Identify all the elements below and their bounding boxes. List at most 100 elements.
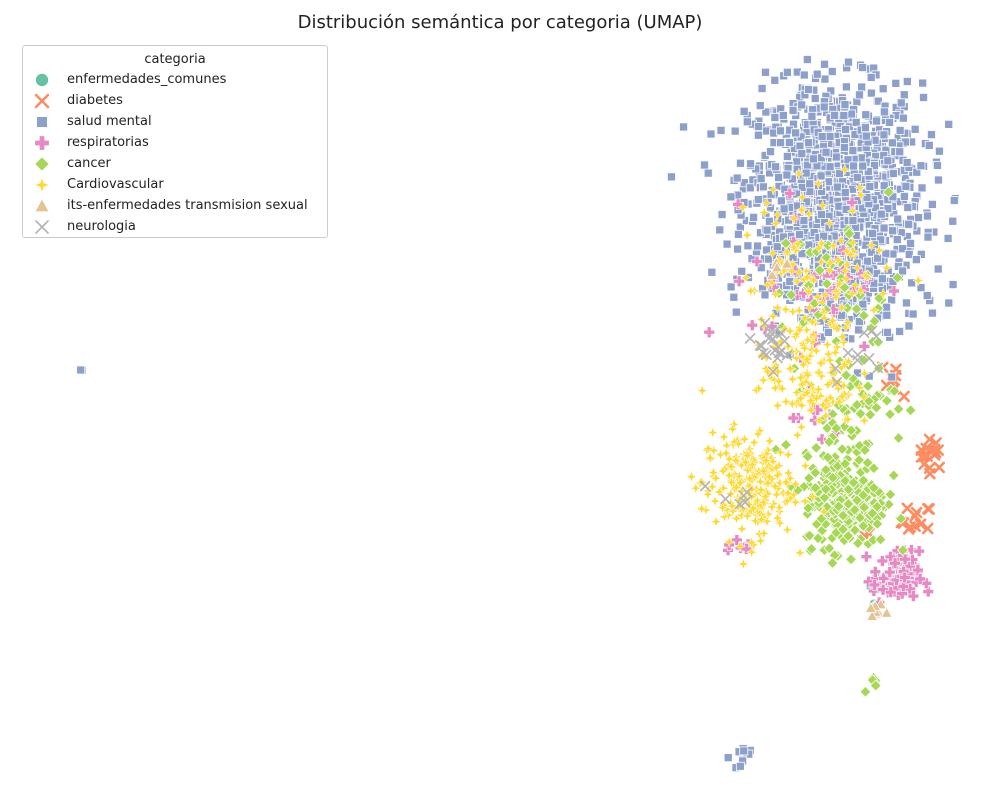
data-point — [758, 451, 771, 464]
data-point — [800, 323, 813, 337]
data-point — [785, 288, 798, 301]
data-point — [738, 432, 751, 446]
data-point — [861, 131, 871, 141]
data-point — [899, 553, 911, 565]
data-point — [689, 482, 702, 495]
data-point — [829, 346, 842, 359]
data-point — [852, 354, 863, 366]
data-point — [858, 444, 871, 457]
data-point — [857, 309, 870, 322]
data-point — [737, 266, 747, 276]
data-point — [719, 447, 733, 460]
data-point — [787, 412, 800, 424]
data-point — [797, 358, 810, 371]
data-point — [899, 192, 909, 201]
data-point — [892, 403, 905, 415]
data-point — [795, 399, 808, 412]
data-point — [761, 67, 770, 77]
data-point — [816, 210, 826, 219]
data-point — [933, 175, 943, 185]
data-point — [826, 557, 839, 569]
data-point — [816, 199, 829, 212]
data-point — [732, 437, 745, 450]
data-point — [753, 241, 763, 251]
data-point — [861, 110, 871, 120]
data-point — [896, 98, 906, 108]
data-point — [761, 126, 771, 136]
data-point — [907, 590, 920, 602]
data-point — [817, 132, 827, 142]
data-point — [766, 247, 779, 260]
data-point — [770, 488, 783, 501]
data-point — [933, 264, 943, 274]
data-point — [887, 295, 897, 305]
data-point — [747, 502, 760, 515]
data-point — [879, 107, 889, 117]
data-point — [846, 287, 859, 300]
data-point — [821, 147, 831, 157]
data-point — [917, 183, 927, 193]
data-point — [823, 217, 836, 230]
data-point — [703, 326, 715, 338]
data-point — [815, 255, 828, 269]
data-point — [849, 279, 862, 292]
data-point — [850, 398, 863, 411]
data-point — [791, 128, 801, 138]
data-point — [830, 322, 843, 335]
data-point — [730, 126, 740, 136]
data-point — [899, 90, 909, 100]
data-point — [781, 486, 795, 500]
data-point — [861, 380, 874, 393]
data-point — [840, 100, 850, 110]
data-point — [760, 290, 770, 300]
data-point — [898, 113, 908, 123]
data-point — [909, 520, 921, 533]
data-point — [826, 86, 836, 96]
data-point — [863, 353, 875, 364]
data-point — [787, 212, 801, 225]
data-point — [706, 480, 719, 493]
data-point — [757, 84, 767, 93]
data-point — [850, 130, 860, 140]
data-point — [922, 585, 934, 598]
data-point — [781, 523, 794, 536]
data-point — [840, 245, 853, 258]
data-point — [816, 171, 826, 181]
data-point — [784, 187, 796, 200]
data-point — [865, 239, 878, 252]
data-point — [801, 450, 814, 463]
data-point — [802, 55, 812, 64]
data-point — [873, 244, 886, 257]
data-point — [748, 471, 761, 484]
data-point — [857, 474, 870, 487]
legend-title: categoria — [144, 52, 206, 67]
legend-item: cancer — [23, 153, 327, 174]
data-point — [789, 496, 802, 509]
data-point — [783, 324, 797, 338]
data-point — [949, 196, 959, 205]
data-point — [723, 452, 736, 466]
data-point — [820, 74, 830, 84]
data-point — [846, 204, 859, 218]
legend-marker — [34, 93, 50, 108]
data-point — [779, 395, 793, 408]
data-point — [854, 284, 867, 297]
data-point — [904, 219, 914, 229]
data-point — [827, 239, 840, 252]
data-point — [76, 365, 86, 375]
data-point — [774, 172, 784, 182]
data-point — [804, 240, 814, 250]
data-point — [757, 527, 771, 540]
data-point — [779, 438, 792, 451]
data-point — [784, 138, 794, 147]
data-point — [884, 488, 897, 501]
data-point — [858, 501, 871, 514]
data-point — [902, 77, 912, 86]
data-point — [820, 59, 829, 69]
data-point — [841, 204, 851, 214]
legend-item: respiratorias — [23, 132, 327, 153]
data-point — [805, 378, 818, 392]
data-point — [763, 434, 776, 448]
legend-item: Cardiovascular — [23, 174, 327, 195]
data-point — [800, 386, 814, 400]
